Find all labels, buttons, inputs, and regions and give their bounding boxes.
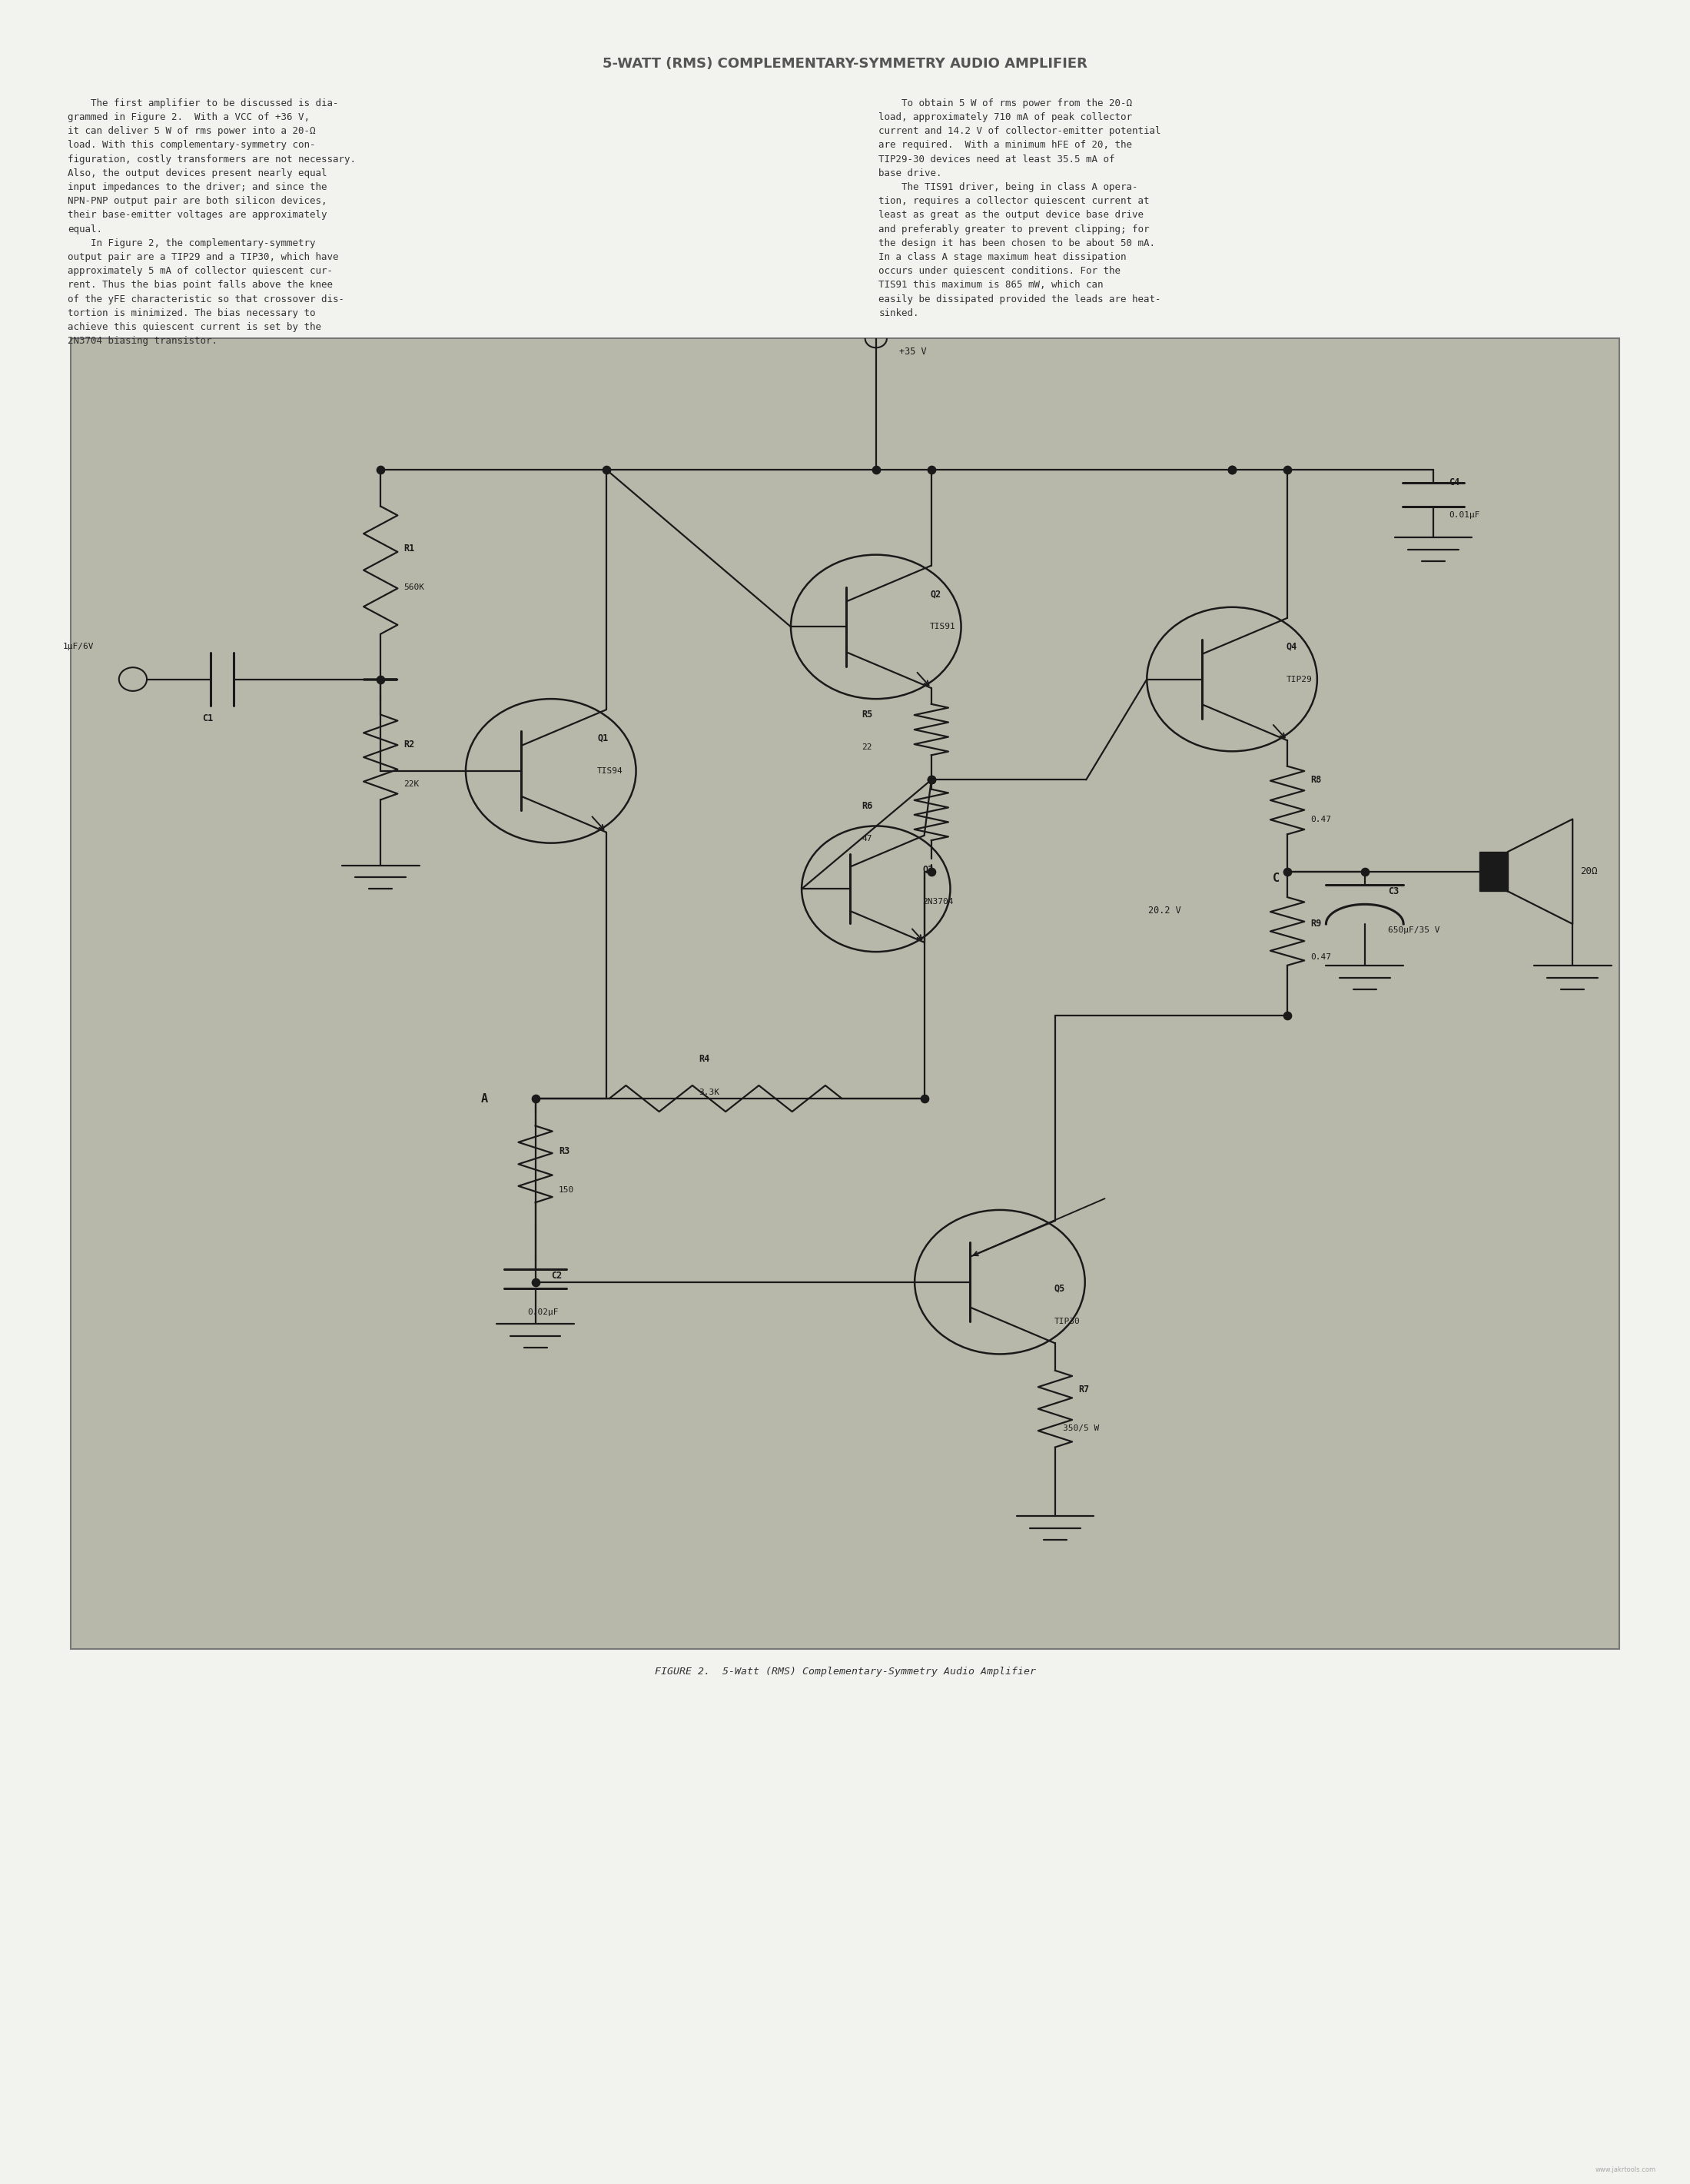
Point <box>911 1081 938 1116</box>
Text: Q1: Q1 <box>597 734 608 743</box>
Text: R3: R3 <box>559 1147 570 1155</box>
Text: R4: R4 <box>700 1055 710 1064</box>
Text: 650μF/35 V: 650μF/35 V <box>1387 926 1440 935</box>
Point <box>522 1081 549 1116</box>
Text: TIS94: TIS94 <box>597 767 624 775</box>
Text: To obtain 5 W of rms power from the 20-Ω
load, approximately 710 mA of peak coll: To obtain 5 W of rms power from the 20-Ω… <box>879 98 1161 319</box>
Point <box>918 452 945 487</box>
Point <box>1352 854 1379 889</box>
Text: FIGURE 2.  5-Watt (RMS) Complementary-Symmetry Audio Amplifier: FIGURE 2. 5-Watt (RMS) Complementary-Sym… <box>654 1666 1036 1677</box>
Text: 1μF/6V: 1μF/6V <box>63 642 95 651</box>
FancyBboxPatch shape <box>71 339 1619 1649</box>
Text: 2N3704: 2N3704 <box>923 898 953 906</box>
Text: TIP29: TIP29 <box>1286 675 1311 684</box>
Text: R8: R8 <box>1310 775 1322 784</box>
Point <box>918 762 945 797</box>
Text: R2: R2 <box>404 740 414 749</box>
Text: 20.2 V: 20.2 V <box>1148 906 1181 915</box>
Text: 150: 150 <box>559 1186 575 1195</box>
Text: 22: 22 <box>862 743 872 751</box>
Text: TIP30: TIP30 <box>1055 1317 1080 1326</box>
Point <box>1274 452 1301 487</box>
Point <box>1274 998 1301 1033</box>
Text: C3: C3 <box>1387 887 1399 895</box>
Text: Q2: Q2 <box>930 590 941 598</box>
Text: Q4: Q4 <box>1286 642 1298 651</box>
Text: 560K: 560K <box>404 583 424 592</box>
Text: C4: C4 <box>1448 478 1460 487</box>
Text: 3.3K: 3.3K <box>700 1088 720 1096</box>
Text: 0.47: 0.47 <box>1310 952 1332 961</box>
Point <box>367 662 394 697</box>
Text: 350/5 W: 350/5 W <box>1063 1424 1098 1433</box>
Text: 22K: 22K <box>404 780 419 788</box>
Text: 20Ω: 20Ω <box>1580 867 1597 876</box>
Text: www.jakrtools.com: www.jakrtools.com <box>1595 2167 1656 2173</box>
Text: C2: C2 <box>551 1271 561 1280</box>
Text: Q3: Q3 <box>923 865 933 874</box>
Bar <box>1480 852 1507 891</box>
Point <box>918 854 945 889</box>
Text: Q5: Q5 <box>1055 1284 1065 1293</box>
Text: R9: R9 <box>1310 919 1322 928</box>
Text: 0.01μF: 0.01μF <box>1448 511 1480 520</box>
Text: R7: R7 <box>1078 1385 1090 1393</box>
Point <box>593 452 620 487</box>
Text: R5: R5 <box>862 710 872 719</box>
Text: TIS91: TIS91 <box>930 622 957 631</box>
Text: C1: C1 <box>203 714 213 723</box>
Text: A: A <box>482 1092 488 1105</box>
Point <box>862 452 889 487</box>
Point <box>522 1265 549 1299</box>
Text: 0.47: 0.47 <box>1310 815 1332 823</box>
Point <box>1218 452 1246 487</box>
Point <box>1218 452 1246 487</box>
Text: C: C <box>1273 871 1279 885</box>
Text: 47: 47 <box>862 834 872 843</box>
Text: The first amplifier to be discussed is dia-
grammed in Figure 2.  With a VCC of : The first amplifier to be discussed is d… <box>68 98 357 345</box>
Point <box>367 452 394 487</box>
Text: 5-WATT (RMS) COMPLEMENTARY-SYMMETRY AUDIO AMPLIFIER: 5-WATT (RMS) COMPLEMENTARY-SYMMETRY AUDI… <box>603 57 1087 70</box>
Text: +35 V: +35 V <box>899 347 926 356</box>
Text: R6: R6 <box>862 802 872 810</box>
Point <box>1274 854 1301 889</box>
Text: R1: R1 <box>404 544 414 553</box>
Text: 0.02μF: 0.02μF <box>527 1308 559 1317</box>
Point <box>918 762 945 797</box>
